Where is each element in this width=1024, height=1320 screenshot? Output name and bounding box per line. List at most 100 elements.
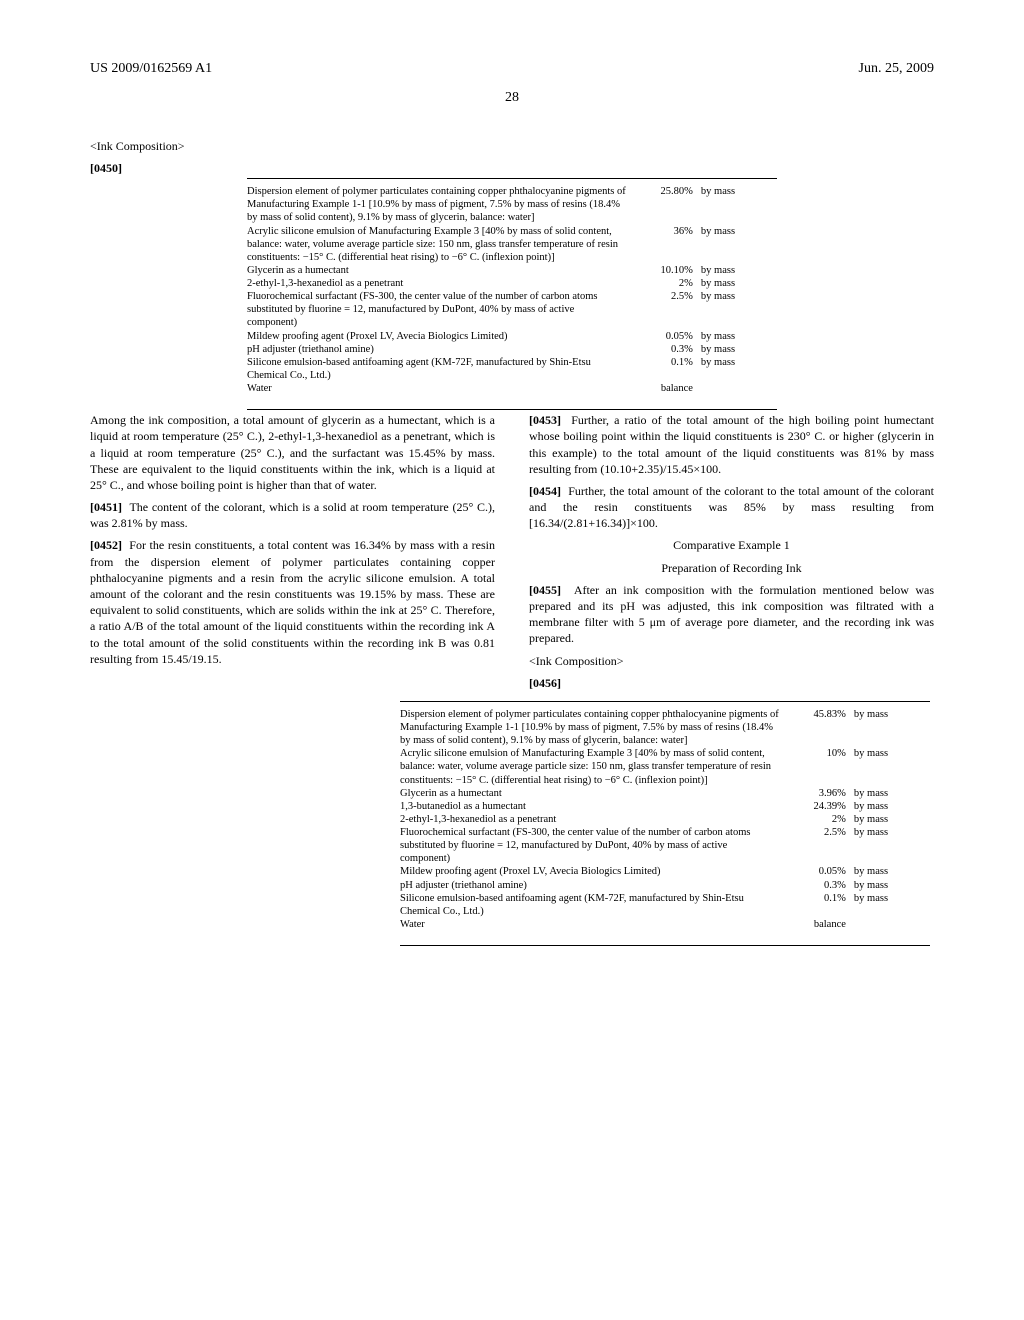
row-unit: by mass — [695, 277, 777, 290]
row-description: 2-ethyl-1,3-hexanediol as a penetrant — [400, 813, 784, 826]
row-unit: by mass — [848, 747, 930, 786]
row-value: 0.05% — [631, 330, 695, 343]
row-unit: by mass — [695, 356, 777, 382]
row-value: 2.5% — [784, 826, 848, 865]
table-row: 2-ethyl-1,3-hexanediol as a penetrant2%b… — [247, 277, 777, 290]
para-0455-label: [0455] — [529, 583, 561, 597]
para-0454-label: [0454] — [529, 484, 561, 498]
table-row: 1,3-butanediol as a humectant24.39%by ma… — [400, 800, 930, 813]
row-description: Glycerin as a humectant — [400, 787, 784, 800]
row-description: 1,3-butanediol as a humectant — [400, 800, 784, 813]
row-description: Water — [247, 382, 631, 395]
table-row: Dispersion element of polymer particulat… — [247, 185, 777, 224]
row-value: 36% — [631, 225, 695, 264]
para-0454-text: Further, the total amount of the coloran… — [529, 484, 934, 530]
para-0454: [0454] Further, the total amount of the … — [529, 483, 934, 532]
table-row: Waterbalance — [247, 382, 777, 395]
row-value: balance — [631, 382, 695, 395]
row-unit: by mass — [695, 225, 777, 264]
row-value: 0.1% — [784, 892, 848, 918]
row-description: Fluorochemical surfactant (FS-300, the c… — [247, 290, 631, 329]
patent-date: Jun. 25, 2009 — [859, 60, 934, 79]
row-value: 2% — [631, 277, 695, 290]
para-0455-text: After an ink composition with the formul… — [529, 583, 934, 646]
row-description: Silicone emulsion-based antifoaming agen… — [400, 892, 784, 918]
row-unit — [695, 382, 777, 395]
row-unit: by mass — [695, 343, 777, 356]
table2-bottom-rule — [400, 945, 930, 946]
para-0451-label: [0451] — [90, 500, 122, 514]
table2-top-rule — [400, 701, 930, 702]
page-header: US 2009/0162569 A1 Jun. 25, 2009 — [90, 60, 934, 79]
section-heading-ink-composition-1: <Ink Composition> — [90, 138, 934, 154]
row-unit: by mass — [848, 879, 930, 892]
para-0453-label: [0453] — [529, 413, 561, 427]
section-heading-ink-composition-2: <Ink Composition> — [529, 653, 934, 669]
row-value: 0.05% — [784, 865, 848, 878]
table1-top-rule — [247, 178, 777, 179]
para-0452-text: For the resin constituents, a total cont… — [90, 538, 495, 665]
body-columns: Among the ink composition, a total amoun… — [90, 412, 934, 691]
para-0452: [0452] For the resin constituents, a tot… — [90, 537, 495, 667]
row-description: Glycerin as a humectant — [247, 264, 631, 277]
composition-table-2: Dispersion element of polymer particulat… — [400, 708, 930, 931]
row-description: Silicone emulsion-based antifoaming agen… — [247, 356, 631, 382]
para-0450-label: [0450] — [90, 161, 122, 175]
table-row: Acrylic silicone emulsion of Manufacturi… — [400, 747, 930, 786]
table-row: Acrylic silicone emulsion of Manufacturi… — [247, 225, 777, 264]
table-row: Silicone emulsion-based antifoaming agen… — [247, 356, 777, 382]
para-0453: [0453] Further, a ratio of the total amo… — [529, 412, 934, 477]
para-0456-label: [0456] — [529, 676, 561, 690]
para-after-table1: Among the ink composition, a total amoun… — [90, 412, 495, 493]
table-row: pH adjuster (triethanol amine)0.3%by mas… — [400, 879, 930, 892]
para-0455: [0455] After an ink composition with the… — [529, 582, 934, 647]
table-row: Fluorochemical surfactant (FS-300, the c… — [400, 826, 930, 865]
row-value: 10.10% — [631, 264, 695, 277]
table-row: Glycerin as a humectant3.96%by mass — [400, 787, 930, 800]
row-description: Fluorochemical surfactant (FS-300, the c… — [400, 826, 784, 865]
row-value: 25.80% — [631, 185, 695, 224]
row-unit: by mass — [848, 826, 930, 865]
row-description: Mildew proofing agent (Proxel LV, Avecia… — [400, 865, 784, 878]
row-description: Acrylic silicone emulsion of Manufacturi… — [400, 747, 784, 786]
row-value: 2% — [784, 813, 848, 826]
row-unit: by mass — [695, 185, 777, 224]
row-unit: by mass — [848, 800, 930, 813]
table-row: Waterbalance — [400, 918, 930, 931]
row-description: Acrylic silicone emulsion of Manufacturi… — [247, 225, 631, 264]
row-unit: by mass — [848, 708, 930, 747]
row-value: 10% — [784, 747, 848, 786]
row-description: Dispersion element of polymer particulat… — [400, 708, 784, 747]
row-unit: by mass — [848, 787, 930, 800]
para-0451-text: The content of the colorant, which is a … — [90, 500, 495, 530]
para-0451: [0451] The content of the colorant, whic… — [90, 499, 495, 531]
table-row: Mildew proofing agent (Proxel LV, Avecia… — [247, 330, 777, 343]
row-value: 0.3% — [631, 343, 695, 356]
table-row: pH adjuster (triethanol amine)0.3%by mas… — [247, 343, 777, 356]
row-description: Water — [400, 918, 784, 931]
comparative-example-1-heading: Comparative Example 1 — [529, 537, 934, 553]
row-value: 24.39% — [784, 800, 848, 813]
row-value: balance — [784, 918, 848, 931]
row-unit: by mass — [695, 264, 777, 277]
table-row: Silicone emulsion-based antifoaming agen… — [400, 892, 930, 918]
row-unit: by mass — [848, 813, 930, 826]
row-description: 2-ethyl-1,3-hexanediol as a penetrant — [247, 277, 631, 290]
row-unit — [848, 918, 930, 931]
page-number: 28 — [90, 89, 934, 108]
row-unit: by mass — [848, 892, 930, 918]
table-row: Dispersion element of polymer particulat… — [400, 708, 930, 747]
page: US 2009/0162569 A1 Jun. 25, 2009 28 <Ink… — [0, 0, 1024, 1320]
preparation-heading: Preparation of Recording Ink — [529, 560, 934, 576]
row-value: 45.83% — [784, 708, 848, 747]
table-row: Fluorochemical surfactant (FS-300, the c… — [247, 290, 777, 329]
row-value: 0.3% — [784, 879, 848, 892]
table1-bottom-rule — [247, 409, 777, 410]
row-unit: by mass — [695, 330, 777, 343]
patent-number: US 2009/0162569 A1 — [90, 60, 212, 79]
row-unit: by mass — [695, 290, 777, 329]
row-value: 3.96% — [784, 787, 848, 800]
row-unit: by mass — [848, 865, 930, 878]
table-row: 2-ethyl-1,3-hexanediol as a penetrant2%b… — [400, 813, 930, 826]
row-value: 0.1% — [631, 356, 695, 382]
